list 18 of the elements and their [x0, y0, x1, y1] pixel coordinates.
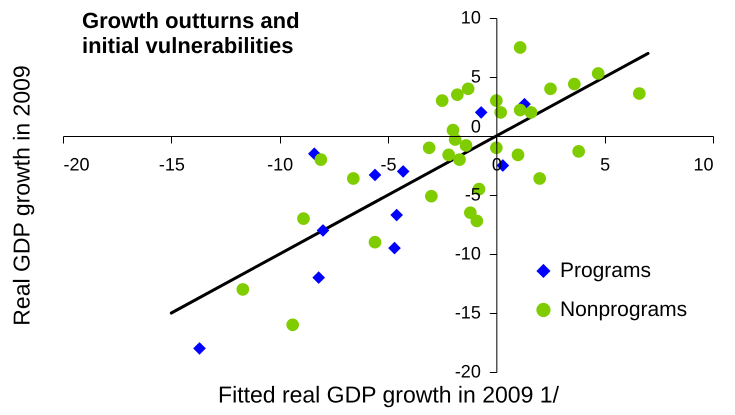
chart-title: Growth outturns and initial vulnerabilities — [82, 8, 300, 58]
y-tick-label: 5 — [470, 66, 481, 86]
x-axis-title: Fitted real GDP growth in 2009 1/ — [218, 382, 560, 408]
x-tick-label: 5 — [600, 154, 610, 174]
y-tick-label: -10 — [454, 244, 481, 264]
x-tick-label: -10 — [267, 154, 294, 174]
legend-label: Programs — [560, 258, 651, 282]
y-tick-label: 10 — [460, 8, 481, 28]
x-tick-label: -15 — [158, 154, 185, 174]
x-tick-label: 10 — [693, 154, 714, 174]
y-tick-label: 0 — [470, 116, 481, 136]
x-tick-label: -20 — [64, 154, 90, 174]
y-tick-label: -20 — [454, 362, 481, 382]
x-tick-label: -5 — [380, 154, 397, 174]
y-tick-label: -5 — [464, 184, 481, 204]
legend-label: Nonprograms — [560, 298, 688, 321]
y-tick-label: -15 — [454, 302, 481, 322]
y-axis-title: Real GDP growth in 2009 — [8, 65, 34, 326]
